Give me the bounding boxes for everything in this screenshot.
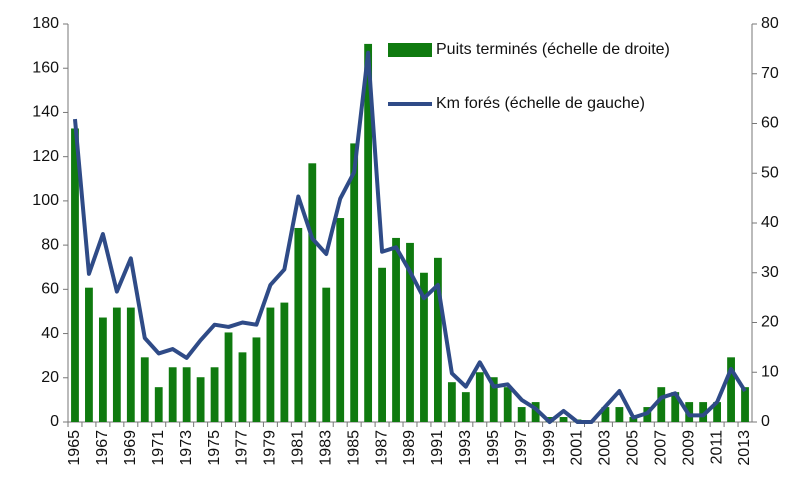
y2-tick-label: 70 <box>761 65 779 82</box>
bar <box>71 128 79 422</box>
bar <box>252 337 261 422</box>
bar <box>392 237 400 422</box>
line <box>72 50 747 424</box>
x-tick-label: 1973 <box>178 430 195 466</box>
bar <box>461 392 470 422</box>
x-tick-label: 1967 <box>94 430 111 466</box>
x-tick-label: 1989 <box>401 430 418 466</box>
bar <box>531 402 540 422</box>
bar <box>140 357 149 422</box>
y-tick-label: 100 <box>32 192 59 209</box>
bar <box>112 307 121 422</box>
y-tick-label: 40 <box>41 325 59 342</box>
x-tick-label: 1983 <box>317 430 334 466</box>
bar <box>713 402 722 422</box>
x-tick-label: 2009 <box>680 430 697 466</box>
bar <box>126 307 135 422</box>
y-tick-label: 60 <box>41 281 59 298</box>
x-tick-label: 1979 <box>262 430 279 466</box>
legend-label: Km forés (échelle de gauche) <box>436 95 645 112</box>
y2-tick-label: 40 <box>761 214 779 231</box>
x-tick-label: 1999 <box>541 430 558 466</box>
bar <box>475 372 484 422</box>
x-tick-label: 1969 <box>122 430 139 466</box>
x-tick-label: 2011 <box>708 430 725 465</box>
bar <box>85 287 93 422</box>
bar <box>322 287 331 422</box>
x-tick-label: 1971 <box>150 430 167 466</box>
x-tick-label: 2001 <box>569 430 586 466</box>
bar <box>601 407 610 422</box>
bar <box>699 402 708 422</box>
bar <box>503 387 512 422</box>
bar <box>210 367 219 422</box>
y2-tick-label: 10 <box>761 363 779 380</box>
x-tick-label: 2005 <box>625 430 642 466</box>
bar <box>168 367 177 422</box>
x-tick-label: 1993 <box>457 430 474 466</box>
bar <box>350 143 359 422</box>
bar <box>657 387 666 422</box>
bar <box>434 257 442 422</box>
bar <box>727 357 735 422</box>
x-tick-label: 1991 <box>429 430 446 466</box>
bar <box>238 352 247 422</box>
y-tick-label: 0 <box>50 413 59 430</box>
y2-tick-label: 80 <box>761 15 779 32</box>
legend-label: Puits terminés (échelle de droite) <box>436 41 670 58</box>
y-tick-label: 80 <box>41 236 59 253</box>
bar <box>671 392 680 422</box>
x-tick-label: 2003 <box>597 430 614 466</box>
y2-tick-label: 20 <box>761 314 779 331</box>
x-tick-label: 1975 <box>206 430 223 466</box>
y-tick-label: 160 <box>32 59 59 76</box>
bar <box>280 302 289 422</box>
bar <box>741 387 749 422</box>
bar <box>196 377 205 422</box>
y-tick-label: 140 <box>32 104 59 121</box>
x-tick-label: 1985 <box>345 430 362 466</box>
x-tick-label: 1997 <box>513 430 530 466</box>
x-tick-label: 1965 <box>66 430 83 466</box>
bar <box>378 267 386 422</box>
y2-tick-label: 0 <box>761 413 770 430</box>
bar <box>420 272 428 422</box>
bar <box>489 377 498 422</box>
y2-tick-label: 30 <box>761 264 779 281</box>
y-tick-label: 120 <box>32 148 59 165</box>
bar <box>517 407 526 422</box>
bar <box>294 227 303 422</box>
bar <box>615 407 624 422</box>
bar <box>182 367 191 422</box>
x-tick-label: 1977 <box>234 430 251 466</box>
bar <box>364 43 373 423</box>
bar <box>98 317 107 422</box>
y-tick-label: 20 <box>41 369 59 386</box>
bar <box>154 387 163 422</box>
bar <box>266 307 275 422</box>
y-tick-label: 180 <box>32 15 59 32</box>
x-tick-label: 1995 <box>485 430 502 466</box>
y2-tick-label: 60 <box>761 115 779 132</box>
bar <box>406 242 414 422</box>
y2-tick-label: 50 <box>761 164 779 181</box>
x-tick-label: 1981 <box>290 430 307 466</box>
bar <box>336 218 345 422</box>
x-tick-label: 2013 <box>736 430 753 466</box>
bar <box>447 382 456 422</box>
x-tick-label: 2007 <box>652 430 669 466</box>
bar <box>559 417 568 422</box>
bar <box>224 332 233 422</box>
x-tick-label: 1987 <box>373 430 390 466</box>
bar <box>308 163 317 423</box>
legend-swatch <box>388 43 432 57</box>
